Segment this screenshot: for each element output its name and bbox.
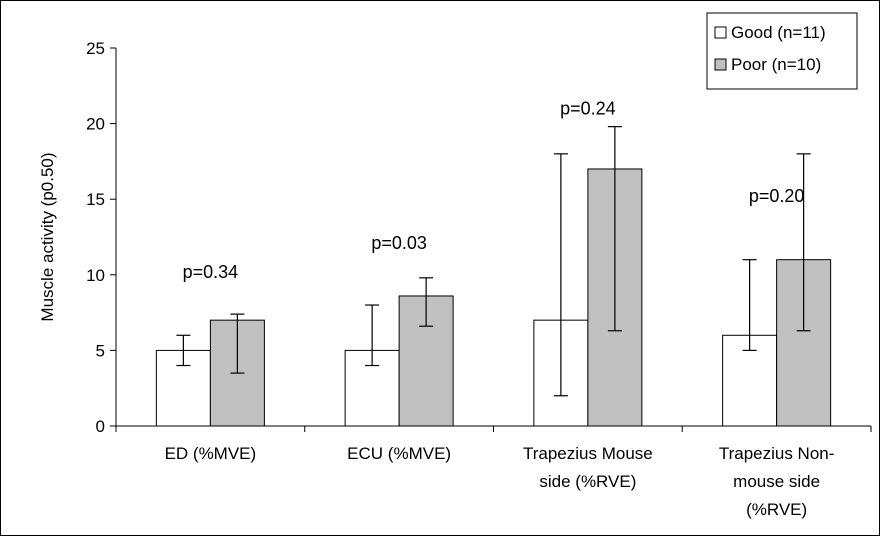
y-tick-label: 0 xyxy=(96,417,105,436)
x-tick-label: side (%RVE) xyxy=(539,472,636,491)
x-tick-label: Trapezius Non- xyxy=(719,444,835,463)
p-value-annotation: p=0.03 xyxy=(371,233,427,253)
y-tick-label: 20 xyxy=(86,115,105,134)
legend-swatch xyxy=(714,26,727,39)
y-tick-label: 15 xyxy=(86,190,105,209)
legend-swatch xyxy=(714,58,727,71)
y-tick-label: 5 xyxy=(96,341,105,360)
y-tick-label: 10 xyxy=(86,266,105,285)
x-tick-label: ECU (%MVE) xyxy=(347,444,451,463)
y-axis-label: Muscle activity (p0.50) xyxy=(38,152,57,321)
p-value-annotation: p=0.24 xyxy=(560,99,616,119)
legend-box xyxy=(706,12,858,90)
x-tick-label: Trapezius Mouse xyxy=(523,444,653,463)
legend-entry: Good (n=11) xyxy=(731,23,826,42)
x-tick-label: (%RVE) xyxy=(746,500,807,519)
y-tick-label: 25 xyxy=(86,39,105,58)
p-value-annotation: p=0.20 xyxy=(749,186,805,206)
p-value-annotation: p=0.34 xyxy=(183,262,239,282)
x-tick-label: ED (%MVE) xyxy=(165,444,257,463)
legend-entry: Poor (n=10) xyxy=(731,55,821,74)
x-tick-label: mouse side xyxy=(733,472,820,491)
